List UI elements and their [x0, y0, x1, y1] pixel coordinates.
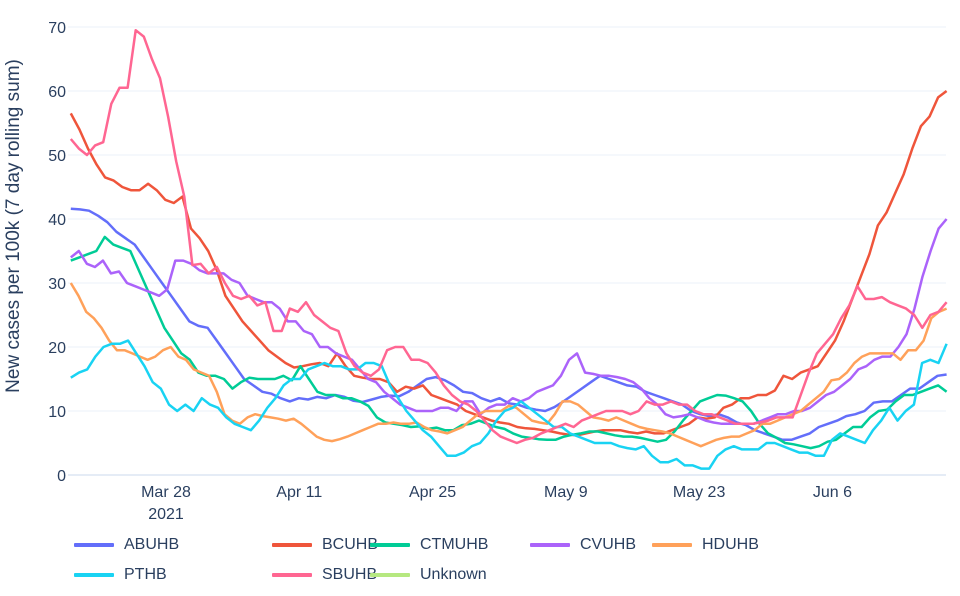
y-tick-label: 70 — [48, 20, 66, 37]
x-tick-year: 2021 — [148, 506, 184, 523]
legend-swatch — [370, 573, 410, 577]
series-line-ctmuhb[interactable] — [70, 235, 948, 450]
series-line-abuhb[interactable] — [70, 207, 947, 442]
legend-label: SBUHB — [322, 566, 378, 583]
y-axis: 0 10 20 30 40 50 60 70 — [48, 20, 66, 485]
series-line-pthb[interactable] — [70, 339, 948, 470]
legend-item-ctmuhb[interactable]: CTMUHB — [370, 536, 488, 554]
legend-item-pthb[interactable]: PTHB — [74, 566, 167, 584]
series-line-hduhb[interactable] — [69, 282, 948, 448]
x-axis: Mar 28 2021 Apr 11 Apr 25 May 9 May 23 Jun 6 — [141, 484, 852, 523]
legend-swatch — [530, 543, 570, 547]
x-tick-label: May 23 — [673, 484, 726, 501]
plot-area[interactable] — [69, 28, 948, 470]
legend-swatch — [370, 543, 410, 547]
series-line-sbuhb[interactable] — [69, 28, 948, 445]
y-tick-label: 0 — [57, 468, 66, 485]
legend-label: Unknown — [420, 566, 487, 583]
x-tick-label: Jun 6 — [813, 484, 852, 501]
series-line-bcuhb[interactable] — [69, 90, 948, 437]
y-tick-label: 20 — [48, 340, 66, 357]
gridlines — [68, 26, 946, 476]
legend-label: CVUHB — [580, 536, 637, 553]
legend-label: BCUHB — [322, 536, 379, 553]
legend-item-sbuhb[interactable]: SBUHB — [272, 566, 377, 584]
legend-swatch — [272, 543, 312, 547]
legend-label: CTMUHB — [420, 536, 489, 553]
legend-label: ABUHB — [124, 536, 180, 553]
y-tick-label: 50 — [48, 148, 66, 165]
y-axis-title: New cases per 100k (7 day rolling sum) — [3, 59, 24, 393]
legend-swatch — [74, 573, 114, 577]
legend-swatch — [652, 543, 692, 547]
legend-item-abuhb[interactable]: ABUHB — [74, 536, 179, 554]
y-tick-label: 10 — [48, 404, 66, 421]
x-tick-label: Apr 11 — [276, 484, 322, 501]
legend-swatch — [74, 543, 114, 547]
x-tick-label: Apr 25 — [409, 484, 456, 501]
series-line-cvuhb[interactable] — [70, 218, 948, 426]
legend-item-bcuhb[interactable]: BCUHB — [272, 536, 378, 554]
legend-label: PTHB — [124, 566, 167, 583]
x-tick-label: Mar 28 — [141, 484, 191, 501]
legend-item-unknown[interactable]: Unknown — [370, 566, 487, 584]
y-tick-label: 40 — [48, 212, 66, 229]
legend-item-hduhb[interactable]: HDUHB — [652, 536, 759, 554]
legend-swatch — [272, 573, 312, 577]
legend-label: HDUHB — [702, 536, 759, 553]
y-tick-label: 30 — [48, 276, 66, 293]
x-tick-label: May 9 — [544, 484, 588, 501]
y-tick-label: 60 — [48, 84, 66, 101]
legend-item-cvuhb[interactable]: CVUHB — [530, 536, 636, 554]
